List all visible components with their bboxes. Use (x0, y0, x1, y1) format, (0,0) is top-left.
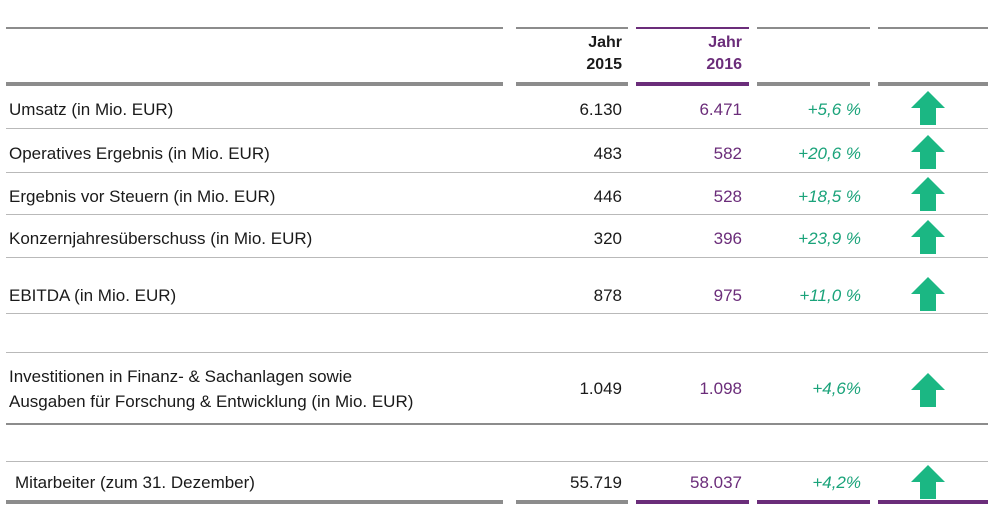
value-2016: 975 (713, 286, 742, 305)
value-2016: 528 (713, 187, 742, 206)
arrow-up-icon (911, 277, 945, 311)
row-label: Operatives Ergebnis (in Mio. EUR) (9, 144, 270, 163)
bottom-rule-2015 (516, 500, 628, 504)
header-2015: Jahr 2015 (520, 32, 622, 76)
header-2016-line2: 2016 (706, 56, 742, 73)
arrow-up-icon (911, 135, 945, 169)
row-label: Mitarbeiter (zum 31. Dezember) (15, 473, 255, 492)
arrow-up-icon (911, 91, 945, 125)
bottom-rule-trend (878, 500, 988, 504)
header-2015-line1: Jahr (588, 34, 622, 51)
top-rule-2016 (636, 27, 749, 29)
top-rule-trend (878, 27, 988, 29)
header-rule-2015 (516, 82, 628, 86)
value-2016: 58.037 (690, 473, 742, 492)
bottom-rule-main (6, 500, 503, 504)
value-2016: 1.098 (699, 379, 742, 398)
header-rule-main (6, 82, 503, 86)
arrow-up-icon (911, 220, 945, 254)
row-label: Konzernjahresüberschuss (in Mio. EUR) (9, 229, 313, 248)
bottom-rule-2016 (636, 500, 749, 504)
change-value: +18,5 % (798, 187, 861, 206)
value-2015: 878 (593, 286, 622, 305)
header-2015-line2: 2015 (586, 56, 622, 73)
header-2016-line1: Jahr (708, 34, 742, 51)
top-rule-main (6, 27, 503, 29)
change-value: +5,6 % (807, 100, 861, 119)
change-value: +20,6 % (798, 144, 861, 163)
top-rule-change (757, 27, 870, 29)
value-2015: 55.719 (570, 473, 622, 492)
header-rule-change (757, 82, 870, 86)
value-2015: 446 (593, 187, 622, 206)
top-rule-2015 (516, 27, 628, 29)
header-rule-trend (878, 82, 988, 86)
row-label-line1: Investitionen in Finanz- & Sachanlagen s… (9, 367, 353, 386)
row-divider (6, 214, 988, 215)
row-divider (6, 172, 988, 173)
row-divider (6, 128, 988, 129)
value-2015: 6.130 (579, 100, 622, 119)
change-value: +4,6% (812, 379, 861, 398)
row-label: Ergebnis vor Steuern (in Mio. EUR) (9, 187, 276, 206)
row-label: EBITDA (in Mio. EUR) (9, 286, 177, 305)
value-2015: 1.049 (579, 379, 622, 398)
value-2016: 6.471 (699, 100, 742, 119)
change-value: +11,0 % (799, 286, 861, 305)
arrow-up-icon (911, 177, 945, 211)
value-2015: 483 (593, 144, 622, 163)
row-divider (6, 461, 988, 462)
header-2016: Jahr 2016 (640, 32, 742, 76)
row-divider (6, 257, 988, 258)
arrow-up-icon (911, 373, 945, 407)
value-2016: 396 (713, 229, 742, 248)
row-divider (6, 352, 988, 353)
bottom-rule-change (757, 500, 870, 504)
row-label-line2: Ausgaben für Forschung & Entwicklung (in… (9, 392, 414, 411)
row-divider (6, 423, 988, 425)
row-label: Umsatz (in Mio. EUR) (9, 100, 174, 119)
row-divider (6, 313, 988, 314)
change-value: +4,2% (812, 473, 861, 492)
value-2016: 582 (713, 144, 742, 163)
arrow-up-icon (911, 465, 945, 499)
change-value: +23,9 % (798, 229, 861, 248)
header-rule-2016 (636, 82, 749, 86)
value-2015: 320 (593, 229, 622, 248)
